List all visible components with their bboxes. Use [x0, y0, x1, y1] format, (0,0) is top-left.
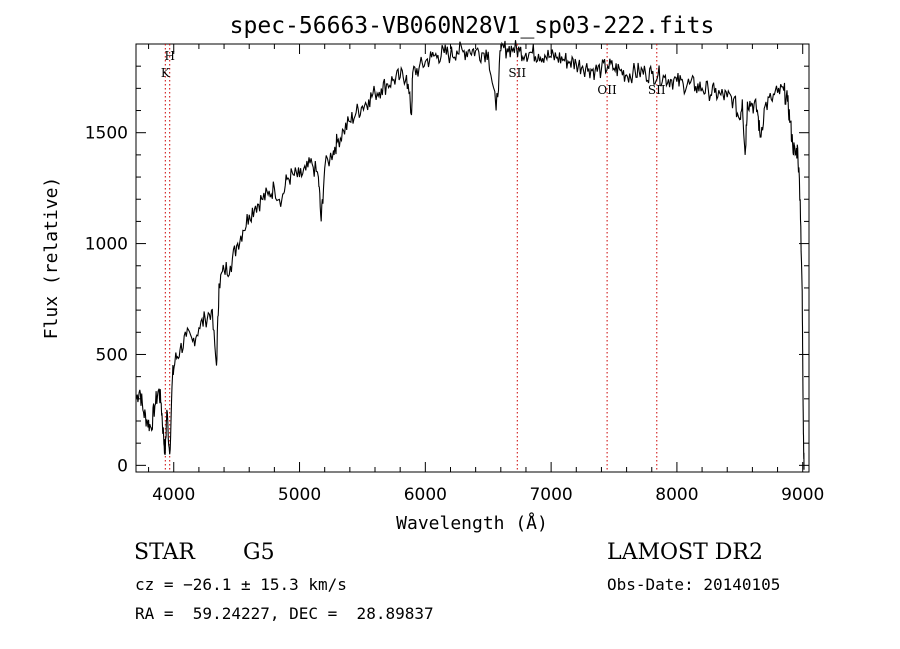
spectral-line-label: H: [164, 49, 174, 63]
spectral-line-label: SII: [508, 66, 526, 80]
x-tick-label: 5000: [278, 485, 321, 505]
object-class: STAR: [134, 540, 195, 565]
x-tick-label: 7000: [529, 485, 572, 505]
y-axis-label: Flux (relative): [41, 177, 62, 340]
y-tick-label: 1000: [85, 235, 128, 255]
y-tick-label: 500: [96, 345, 128, 365]
x-axis-label: Wavelength (Å): [396, 512, 548, 534]
spectral-line-markers: HK SII OII SII: [161, 44, 666, 472]
observation-date: Obs-Date: 20140105: [607, 575, 781, 594]
y-tick-label: 1500: [85, 124, 128, 144]
y-tick-label: 0: [117, 456, 128, 476]
object-subclass: G5: [243, 540, 275, 565]
plot-frame: [135, 43, 810, 473]
survey-name: LAMOST DR2: [607, 540, 763, 565]
x-tick-label: 9000: [781, 485, 824, 505]
x-tick-label: 6000: [404, 485, 447, 505]
redshift-value: cz = −26.1 ± 15.3 km/s: [135, 575, 347, 594]
coordinates: RA = 59.24227, DEC = 28.89837: [135, 604, 434, 623]
spectral-line-label: SII: [648, 83, 666, 97]
x-tick-label: 4000: [152, 485, 195, 505]
spectral-line-label: K: [161, 66, 171, 80]
chart-title: spec-56663-VB060N28V1_sp03-222.fits: [230, 13, 715, 39]
spectral-line-label: OII: [597, 83, 617, 97]
spectrum-line: [135, 40, 805, 470]
x-tick-label: 8000: [655, 485, 698, 505]
axis-ticks: 4000 5000 6000 7000 8000 9000 0 500 1000 1500: [85, 44, 824, 505]
